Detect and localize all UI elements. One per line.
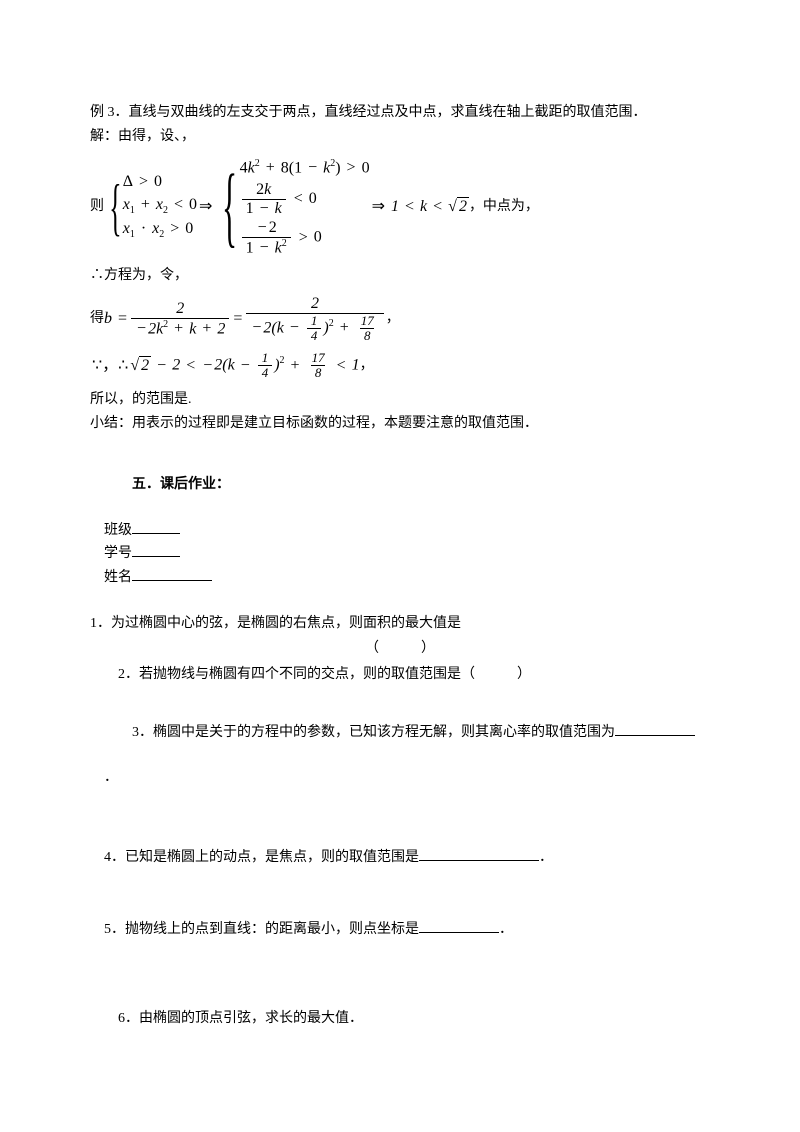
left-brace-2: { xyxy=(222,173,237,241)
q4-line: 4．已知是椭圆上的动点，是焦点，则的取值范围是 ． xyxy=(90,823,710,891)
q5-blank[interactable] xyxy=(419,918,499,933)
b-expression: 得 b = 2 −2k2 + k + 2 = 2 −2(k − 1 4 )2 +… xyxy=(90,295,710,343)
system-derivation: 则 { Δ > 0 x1 + x2 < 0 x1 · x2 > 0 ⇒ { 4k… xyxy=(90,157,710,257)
q4: 4．已知是椭圆上的动点，是焦点，则的取值范围是 xyxy=(104,850,419,865)
class-blank[interactable] xyxy=(132,519,180,534)
solution-intro: 解：由得，设、， xyxy=(90,126,710,148)
q3-blank[interactable] xyxy=(615,721,695,736)
left-brace-1: { xyxy=(109,181,121,232)
page-content: 例 3．直线与双曲线的左支交于两点，直线经过点及中点，求直线在轴上截距的取值范围… xyxy=(0,0,800,1072)
q6: 6．由椭圆的顶点引弦，求长的最大值． xyxy=(90,1008,710,1030)
line-equation-text: ∴方程为，令， xyxy=(90,265,710,287)
q5-dot: ． xyxy=(499,922,513,937)
brace-group-1: { Δ > 0 x1 + x2 < 0 x1 · x2 > 0 xyxy=(104,172,197,241)
homework-header: 五．课后作业： 班级 学号 姓名 xyxy=(90,452,710,612)
prefix-text: 则 xyxy=(90,196,104,218)
q1-options: （ ） xyxy=(90,638,710,660)
num-label: 学号 xyxy=(104,546,132,561)
because-therefore: ∵，∴ xyxy=(90,353,130,379)
result-range: ⇒ 1 < k < 2 xyxy=(370,194,469,220)
conclusion: 所以，的范围是. xyxy=(90,389,710,411)
num-blank[interactable] xyxy=(132,542,180,557)
q5-line: 5．抛物线上的点到直线：的距离最小，则点坐标是 ． xyxy=(90,896,710,964)
class-label: 班级 xyxy=(104,523,132,538)
midpoint-text: ，中点为， xyxy=(469,196,539,218)
summary: 小结：用表示的过程即是建立目标函数的过程，本题要注意的取值范围． xyxy=(90,413,710,435)
q1: 1．为过椭圆中心的弦，是椭圆的右焦点，则面积的最大值是 xyxy=(90,613,710,635)
arrow-1: ⇒ xyxy=(197,194,214,220)
name-label: 姓名 xyxy=(104,570,132,585)
name-blank[interactable] xyxy=(132,566,212,581)
q3: 3．椭圆中是关于的方程中的参数，已知该方程无解，则其离心率的取值范围为 xyxy=(132,725,615,740)
q4-blank[interactable] xyxy=(419,846,539,861)
q2: 2．若抛物线与椭圆有四个不同的交点，则的取值范围是（ ） xyxy=(90,664,710,686)
brace-group-2: { 4k2 + 8(1 − k2) > 0 2k 1 − k < 0 −2 1 … xyxy=(214,157,369,257)
range-expression: ∵，∴ 2 − 2 < −2(k − 1 4 )2 + 17 8 < 1 ， xyxy=(90,351,710,381)
example-title: 例 3．直线与双曲线的左支交于两点，直线经过点及中点，求直线在轴上截距的取值范围… xyxy=(90,102,710,124)
comma-2: ， xyxy=(360,355,374,377)
q4-dot: ． xyxy=(539,850,553,865)
q3-dot: ． xyxy=(104,770,118,785)
comma-1: ， xyxy=(386,308,400,330)
q5: 5．抛物线上的点到直线：的距离最小，则点坐标是 xyxy=(104,922,419,937)
homework-title: 五．课后作业： xyxy=(132,477,230,492)
b-prefix: 得 xyxy=(90,308,104,330)
q3-line: 3．椭圆中是关于的方程中的参数，已知该方程无解，则其离心率的取值范围为 ． xyxy=(90,698,710,811)
